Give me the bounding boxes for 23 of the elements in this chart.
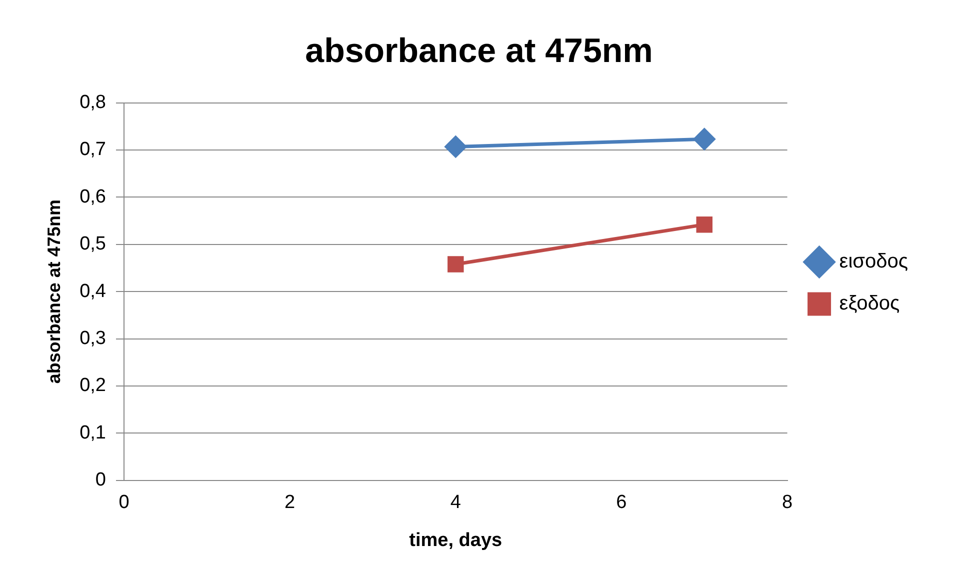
x-axis-title: time, days <box>409 530 502 551</box>
y-tick-label: 0,2 <box>80 375 106 396</box>
chart-title: absorbance at 475nm <box>305 32 653 70</box>
y-tick-label: 0,4 <box>80 280 106 302</box>
legend-label: εισοδος <box>839 250 908 273</box>
legend-label: εξοδος <box>839 292 900 315</box>
point <box>444 136 466 158</box>
x-tick-label: 0 <box>118 492 130 514</box>
y-tick-label: 0,8 <box>80 92 106 114</box>
x-tick-label: 6 <box>616 492 627 514</box>
point <box>694 128 716 150</box>
point <box>448 256 464 272</box>
y-tick-label: 0,6 <box>80 186 106 208</box>
x-tick-label: 4 <box>450 492 462 514</box>
point <box>696 216 712 233</box>
y-tick-label: 0,7 <box>80 139 106 160</box>
x-tick-label: 8 <box>782 492 793 514</box>
x-tick-label: 2 <box>284 492 296 514</box>
y-axis-title: absorbance at 475nm <box>44 200 64 384</box>
y-tick-label: 0,5 <box>80 234 106 255</box>
y-tick-label: 0,3 <box>80 328 106 350</box>
y-tick-label: 0 <box>95 470 106 491</box>
y-tick-label: 0,1 <box>80 422 106 444</box>
